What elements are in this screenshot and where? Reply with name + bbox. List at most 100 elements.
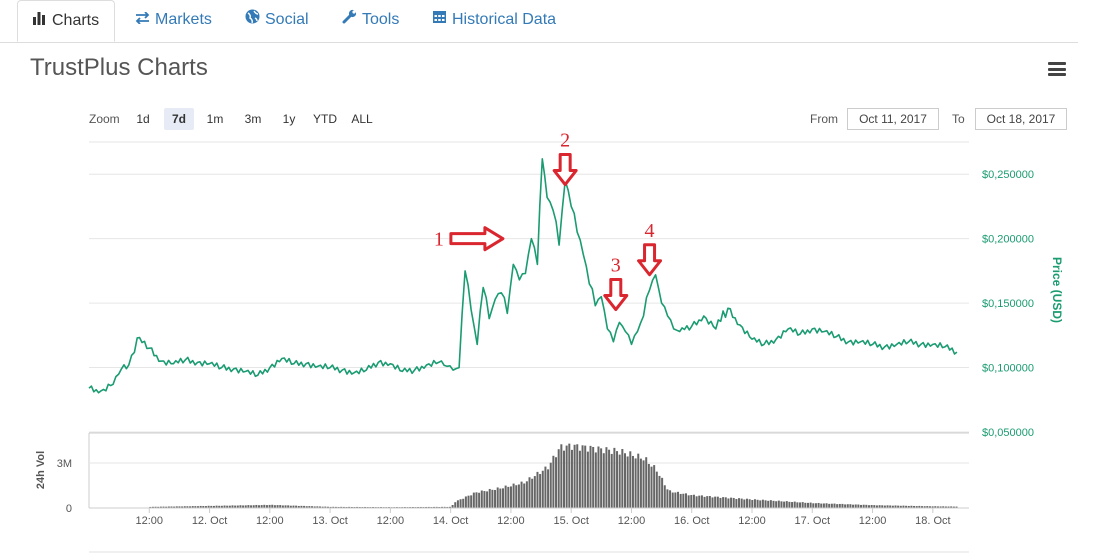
- price-axis-label: Price (USD): [1050, 257, 1064, 323]
- from-date-input[interactable]: Oct 11, 2017: [847, 108, 939, 130]
- zoom-ytd-button[interactable]: YTD: [313, 112, 337, 126]
- volume-bar: [549, 462, 552, 508]
- tab-charts[interactable]: Charts: [17, 0, 116, 42]
- volume-bar: [700, 495, 703, 508]
- annotation-label: 2: [560, 130, 570, 152]
- volume-bar: [263, 504, 266, 508]
- zoom-1y-button[interactable]: 1y: [282, 112, 296, 126]
- volume-bar: [459, 499, 462, 508]
- annotation-2: 2: [552, 130, 578, 187]
- zoom-1m-button[interactable]: 1m: [206, 112, 224, 126]
- volume-bar: [350, 506, 353, 508]
- volume-bar: [464, 496, 467, 508]
- volume-bar: [470, 495, 473, 508]
- volume-bar: [191, 506, 194, 508]
- page-title: TrustPlus Charts: [30, 54, 208, 81]
- volume-bar: [907, 505, 910, 508]
- volume-bar: [167, 506, 170, 508]
- volume-bar: [602, 453, 605, 508]
- volume-bar: [777, 500, 780, 508]
- volume-bar: [626, 456, 629, 508]
- volume-bar: [536, 471, 539, 508]
- volume-bar: [714, 496, 717, 508]
- volume-bar: [183, 506, 186, 508]
- volume-bar: [695, 496, 698, 508]
- tab-historical-data[interactable]: Historical Data: [432, 0, 556, 42]
- annotation-label: 1: [434, 229, 444, 251]
- volume-bar: [557, 449, 560, 508]
- volume-bar: [356, 506, 359, 508]
- volume-bar: [706, 496, 709, 508]
- volume-bar: [348, 506, 351, 508]
- volume-bar: [509, 486, 512, 508]
- volume-bar: [812, 503, 815, 508]
- volume-bar: [928, 506, 931, 508]
- annotation-label: 4: [645, 220, 655, 242]
- hamburger-menu-icon[interactable]: [1048, 62, 1066, 76]
- tab-markets[interactable]: Markets: [135, 0, 212, 42]
- volume-bar: [204, 506, 207, 508]
- volume-bar: [467, 495, 470, 508]
- zoom-7d-button[interactable]: 7d: [164, 108, 194, 130]
- volume-bar: [297, 505, 300, 508]
- volume-bar: [791, 502, 794, 508]
- volume-bar: [703, 496, 706, 508]
- volume-bar: [303, 505, 306, 508]
- volume-bar: [759, 500, 762, 508]
- volume-bar: [220, 505, 223, 508]
- zoom-3m-button[interactable]: 3m: [244, 112, 262, 126]
- tab-social[interactable]: Social: [245, 0, 309, 42]
- volume-bar: [905, 505, 908, 508]
- volume-bar: [475, 492, 478, 508]
- price-series-line: [88, 158, 958, 394]
- volume-bar: [441, 506, 443, 508]
- volume-bar: [610, 453, 613, 508]
- from-label: From: [810, 112, 838, 126]
- volume-bar: [939, 506, 942, 508]
- x-tick-label: 12:00: [859, 515, 887, 527]
- volume-bar: [902, 505, 905, 508]
- volume-bar: [486, 491, 489, 508]
- volume-bar: [952, 506, 955, 508]
- volume-bar: [295, 505, 298, 508]
- volume-bar: [618, 454, 621, 508]
- x-tick-label: 12:00: [377, 515, 405, 527]
- volume-bar: [199, 505, 202, 508]
- annotation-arrow: [552, 153, 578, 187]
- volume-bar: [793, 501, 796, 508]
- tab-tools[interactable]: Tools: [342, 0, 399, 42]
- volume-bar: [202, 506, 205, 508]
- volume-bar: [313, 506, 316, 508]
- volume-bar: [507, 486, 510, 508]
- volume-bar: [852, 504, 855, 508]
- volume-bar: [491, 489, 494, 508]
- volume-bar: [918, 505, 921, 508]
- x-tick-label: 12. Oct: [192, 515, 227, 527]
- zoom-1d-button[interactable]: 1d: [136, 112, 150, 126]
- volume-bar: [825, 503, 828, 508]
- volume-bar: [844, 504, 847, 508]
- x-tick-label: 12:00: [618, 515, 646, 527]
- volume-bar: [910, 505, 913, 508]
- volume-bar: [931, 506, 934, 508]
- volume-bar: [809, 502, 812, 508]
- volume-bar: [531, 478, 534, 508]
- volume-bar: [271, 504, 274, 508]
- volume-bar: [841, 503, 844, 508]
- volume-bar: [629, 451, 632, 508]
- volume-bar: [565, 445, 568, 508]
- volume-bar: [692, 494, 695, 508]
- volume-bar: [730, 497, 733, 508]
- volume-bar: [292, 505, 295, 508]
- volume-bar: [454, 502, 457, 508]
- price-tick-label: $0,100000: [982, 363, 1034, 375]
- x-tick-label: 12:00: [738, 515, 766, 527]
- volume-bar: [173, 506, 176, 508]
- to-date-input[interactable]: Oct 18, 2017: [975, 108, 1067, 130]
- volume-bar: [329, 506, 332, 508]
- volume-bar: [181, 506, 184, 508]
- zoom-all-button[interactable]: ALL: [351, 112, 373, 126]
- volume-bar: [483, 491, 486, 508]
- volume-bar: [268, 504, 271, 508]
- volume-bar: [319, 506, 322, 508]
